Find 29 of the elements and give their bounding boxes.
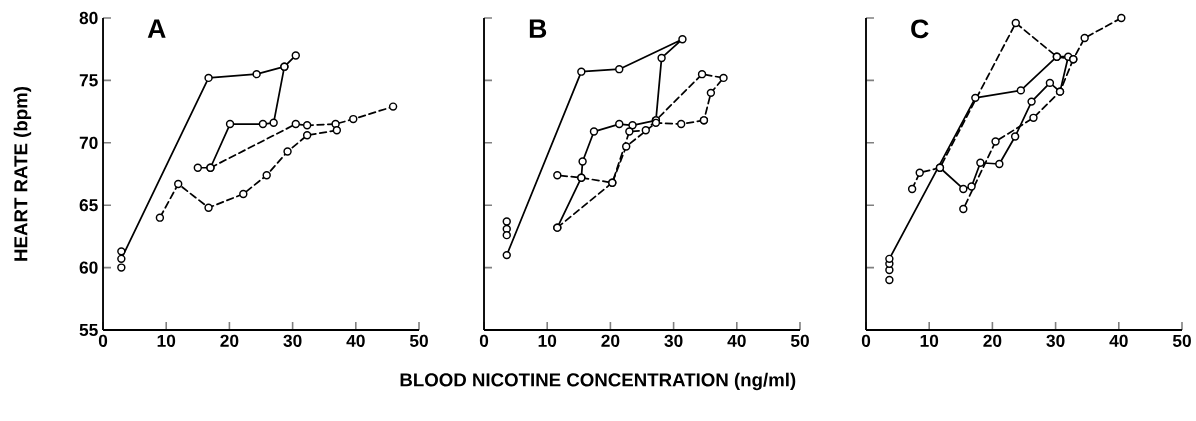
x-axis-title: BLOOD NICOTINE CONCENTRATION (ng/ml) [400, 372, 796, 391]
y-tick-label: 55 [79, 323, 98, 337]
x-tick-label: 30 [1046, 334, 1065, 347]
x-tick-label: 20 [601, 334, 620, 347]
chart-title: C [911, 19, 929, 39]
x-tick-label: 40 [346, 334, 365, 347]
x-tick-label: 40 [1109, 334, 1128, 347]
x-tick-label: 20 [983, 334, 1002, 347]
y-axis-title: HEART RATE (bpm) [13, 86, 32, 261]
x-tick-label: 50 [409, 334, 428, 347]
y-tick-label: 70 [79, 136, 98, 149]
x-tick-label: 30 [664, 334, 683, 347]
x-tick-label: 50 [790, 334, 809, 347]
x-tick-label: 0 [861, 334, 871, 347]
x-tick-label: 0 [98, 334, 108, 347]
chart-title: A [147, 19, 166, 38]
chart-title: B [529, 19, 547, 38]
x-tick-label: 20 [220, 334, 239, 347]
y-tick-label: 80 [79, 11, 98, 25]
x-tick-label: 30 [283, 334, 302, 347]
y-tick-label: 65 [79, 199, 98, 212]
x-tick-label: 10 [920, 334, 939, 347]
x-tick-label: 40 [727, 334, 746, 347]
x-tick-label: 10 [157, 334, 176, 347]
x-tick-label: 50 [1172, 334, 1191, 347]
x-tick-label: 0 [479, 334, 489, 347]
y-tick-label: 60 [79, 261, 98, 274]
y-tick-label: 75 [79, 74, 98, 87]
x-tick-label: 10 [538, 334, 557, 347]
